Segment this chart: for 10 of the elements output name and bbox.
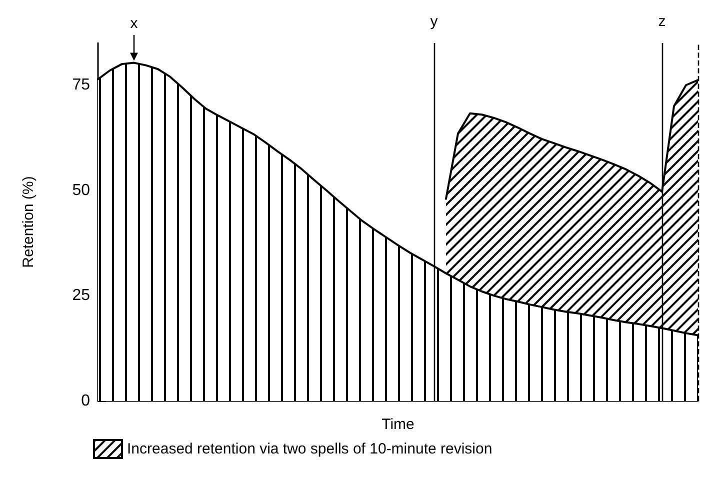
text: x	[130, 15, 138, 32]
legend-label: Increased retention via two spells of 10-minute revision	[127, 440, 492, 458]
y-tick-label: 75	[72, 76, 90, 94]
y-tick-label: 0	[81, 392, 90, 410]
text: z	[658, 13, 666, 30]
y-tick-label: 50	[72, 182, 90, 199]
y-axis-title: Retention (%)	[20, 176, 37, 268]
text: y	[430, 13, 438, 30]
y-tick-label: 25	[72, 287, 90, 304]
x-axis-title: Time	[382, 416, 414, 433]
